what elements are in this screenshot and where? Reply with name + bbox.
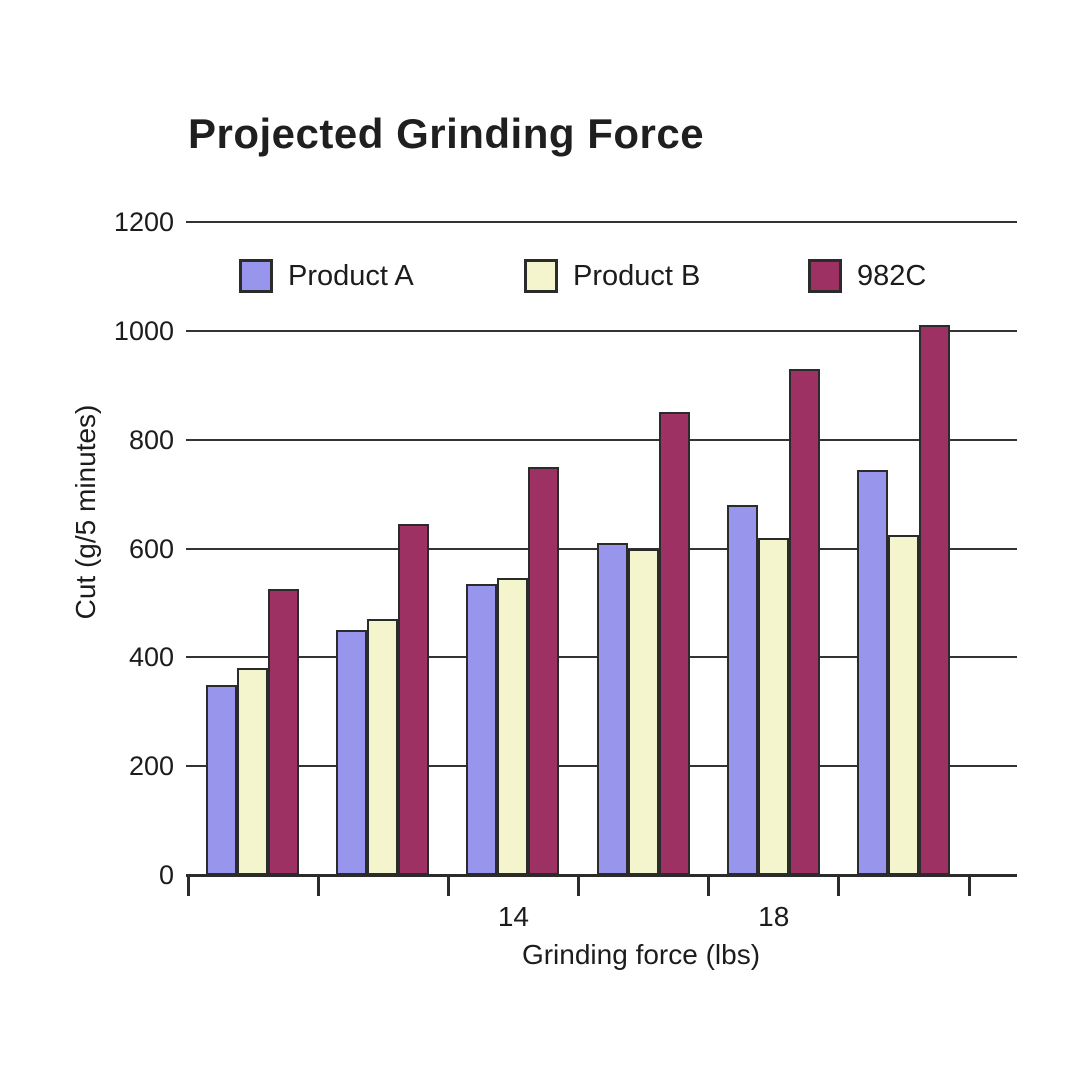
bar-982c-g3: [528, 466, 560, 875]
gridline-800: [186, 438, 1017, 441]
legend-swatch-product-b: [524, 259, 558, 293]
bar-product-b-g1: [237, 668, 268, 875]
bar-product-a-g3: [466, 583, 498, 875]
y-tick-label-1200: 1200: [113, 207, 174, 237]
x-axis-tick-6: [967, 875, 971, 896]
x-axis-tick-2: [446, 875, 450, 896]
y-tick-label-400: 400: [128, 642, 174, 673]
x-axis-tick-3: [577, 875, 580, 896]
x-axis-title: Grinding force (lbs): [521, 939, 761, 970]
x-axis-line: [186, 874, 1017, 877]
legend: Product A Product B 982C: [0, 258, 1080, 298]
y-tick-label-600: 600: [128, 533, 174, 564]
bar-product-b-g3: [497, 578, 529, 875]
legend-item-product-a: Product A: [239, 258, 414, 294]
bar-product-b-g4: [627, 548, 659, 875]
bar-982c-g6: [918, 325, 950, 875]
bar-product-a-g1: [206, 684, 237, 875]
y-tick-label-1000: 1000: [113, 315, 174, 346]
bar-982c-g1: [268, 589, 299, 875]
x-axis-tick-5: [837, 875, 841, 896]
y-axis-title: Cut (g/5 minutes): [70, 404, 101, 620]
legend-item-product-b: Product B: [524, 258, 700, 294]
x-axis-tick-1: [316, 875, 320, 896]
bar-982c-g5: [788, 368, 820, 875]
legend-swatch-982c: [808, 259, 842, 293]
x-axis-tick-0: [186, 875, 190, 896]
legend-swatch-product-a: [239, 259, 273, 293]
bar-982c-g4: [658, 412, 690, 875]
x-tick-label-14: 14: [497, 901, 529, 932]
gridline-1200: [186, 221, 1017, 223]
bar-product-b-g6: [887, 534, 919, 875]
bar-product-b-g5: [757, 537, 789, 875]
bar-product-a-g2: [336, 630, 368, 875]
y-tick-label-0: 0: [158, 860, 174, 890]
bar-product-a-g6: [856, 469, 888, 875]
x-tick-label-18: 18: [758, 901, 790, 932]
chart-title: Projected Grinding Force: [188, 110, 705, 157]
x-axis-tick-4: [707, 875, 711, 896]
y-tick-label-200: 200: [128, 751, 174, 782]
bar-982c-g2: [398, 524, 430, 875]
bar-product-a-g4: [596, 543, 628, 875]
legend-label-product-a: Product A: [288, 259, 414, 292]
bar-product-b-g2: [367, 619, 399, 875]
legend-label-product-b: Product B: [573, 259, 701, 292]
bar-product-a-g5: [726, 504, 758, 875]
legend-item-982c: 982C: [808, 258, 926, 294]
gridline-1000: [186, 329, 1017, 332]
legend-label-982c: 982C: [857, 259, 927, 292]
y-tick-label-800: 800: [128, 424, 174, 455]
